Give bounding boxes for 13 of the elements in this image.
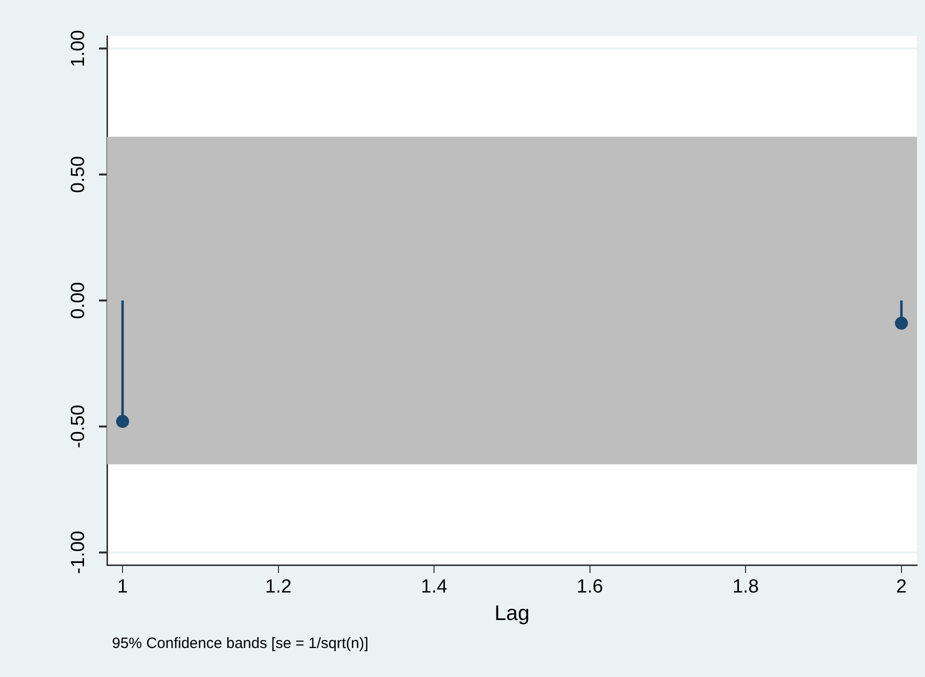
y-tick-label: -0.50 — [68, 404, 90, 448]
x-axis-title: Lag — [494, 602, 530, 626]
x-tick-label: 1.6 — [576, 576, 604, 598]
y-tick-label: 0.50 — [68, 156, 90, 194]
y-tick-label: 0.00 — [68, 282, 90, 319]
y-tick-label: -1.00 — [68, 530, 90, 574]
x-tick-label: 2 — [896, 576, 907, 598]
x-tick-label: 1.4 — [420, 576, 448, 598]
y-tick-label: 1.00 — [68, 30, 90, 68]
text: 95% Confidence bands [se = 1/sqrt(n)] — [112, 635, 368, 652]
x-tick-label: 1.8 — [732, 576, 759, 598]
x-tick-label: 1.2 — [265, 576, 292, 598]
x-tick-label: 1 — [117, 576, 128, 598]
